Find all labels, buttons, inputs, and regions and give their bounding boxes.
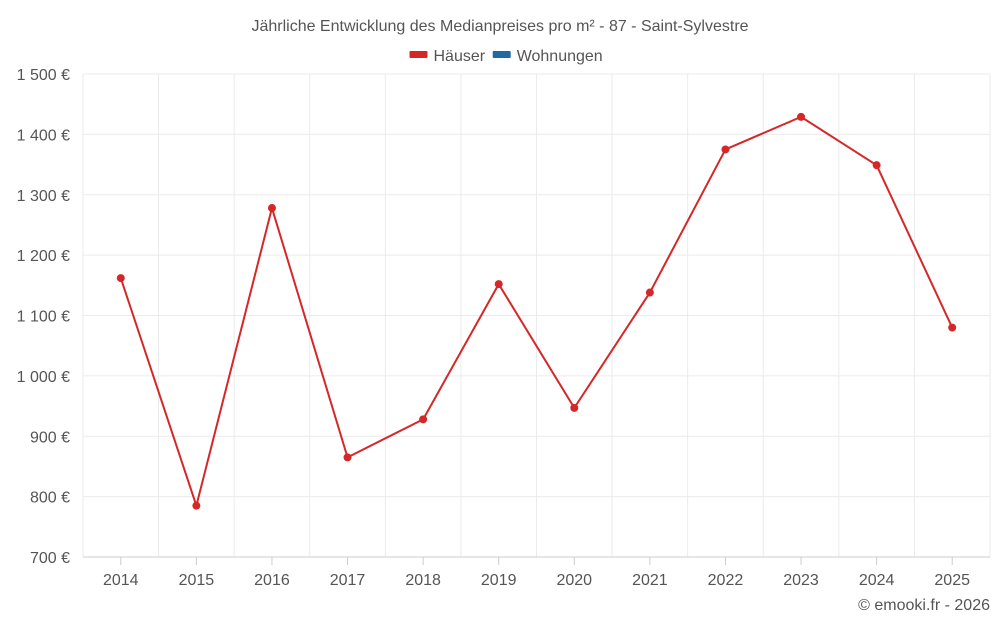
- legend-label: Wohnungen: [517, 48, 603, 65]
- legend-swatch: [492, 51, 511, 58]
- x-tick-label: 2025: [934, 572, 970, 589]
- data-point: [570, 403, 579, 412]
- data-point: [343, 453, 352, 462]
- x-tick-label: 2016: [254, 572, 290, 589]
- series-layer: [116, 112, 957, 510]
- data-point: [192, 501, 201, 510]
- y-tick-label: 900 €: [30, 429, 70, 446]
- x-axis: 2014 2015 2016 2017 2018 2019 2020 2021 2022 2023…: [83, 556, 990, 589]
- y-tick-label: 1 500 €: [17, 67, 70, 84]
- legend-swatch: [409, 51, 428, 58]
- series-line: [119, 115, 954, 507]
- y-tick-label: 1 000 €: [17, 369, 70, 386]
- x-tick-label: 2014: [103, 572, 139, 589]
- data-point: [419, 415, 428, 424]
- legend: Häuser Wohnungen: [409, 48, 603, 65]
- data-point: [872, 161, 881, 170]
- chart-title: Jährliche Entwicklung des Medianpreises …: [251, 18, 748, 35]
- x-tick-label: 2022: [708, 572, 744, 589]
- y-tick-label: 1 100 €: [17, 309, 70, 326]
- y-tick-label: 1 400 €: [17, 127, 70, 144]
- data-point: [494, 280, 503, 289]
- y-tick-label: 700 €: [30, 550, 70, 567]
- data-point: [797, 112, 806, 121]
- x-tick-label: 2018: [405, 572, 441, 589]
- credit-text: © emooki.fr - 2026: [858, 597, 990, 614]
- y-tick-label: 1 200 €: [17, 248, 70, 265]
- y-tick-label: 800 €: [30, 490, 70, 507]
- data-point: [267, 204, 276, 213]
- x-tick-label: 2019: [481, 572, 517, 589]
- x-tick-label: 2020: [556, 572, 592, 589]
- data-point: [116, 274, 125, 283]
- grid: [82, 73, 991, 558]
- x-tick-label: 2023: [783, 572, 819, 589]
- data-point: [948, 323, 957, 332]
- x-tick-label: 2015: [179, 572, 215, 589]
- legend-label: Häuser: [434, 48, 486, 65]
- x-tick-label: 2021: [632, 572, 668, 589]
- y-tick-label: 1 300 €: [17, 188, 70, 205]
- data-point: [721, 145, 730, 154]
- data-point: [645, 288, 654, 297]
- x-tick-label: 2017: [330, 572, 366, 589]
- x-tick-label: 2024: [859, 572, 895, 589]
- y-axis: 700 € 800 € 900 € 1 000 € 1 100 € 1 200 € 1 30…: [17, 67, 70, 567]
